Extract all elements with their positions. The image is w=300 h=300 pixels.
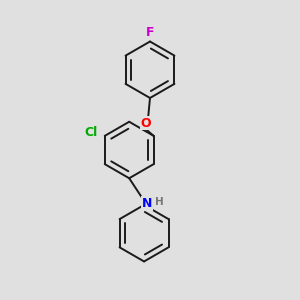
Text: H: H bbox=[155, 197, 164, 207]
Text: Cl: Cl bbox=[85, 126, 98, 140]
Text: N: N bbox=[142, 197, 152, 210]
Text: O: O bbox=[140, 117, 151, 130]
Text: F: F bbox=[146, 26, 154, 39]
